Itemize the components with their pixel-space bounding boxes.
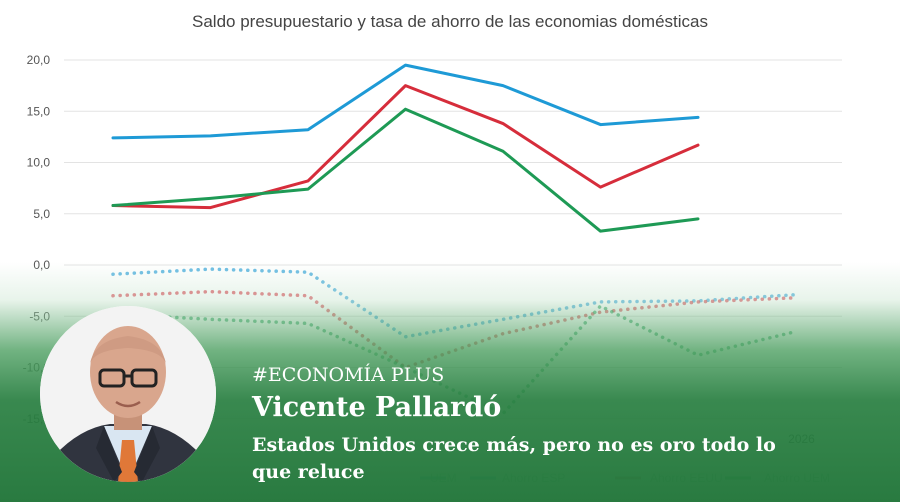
- y-tick-label: 0,0: [33, 258, 50, 272]
- section-tag[interactable]: #ECONOMÍA PLUS: [252, 364, 445, 386]
- article-title[interactable]: Estados Unidos crece más, pero no es oro…: [252, 434, 776, 483]
- author-photo: [40, 306, 216, 482]
- author-name[interactable]: Vicente Pallardó: [252, 392, 502, 423]
- y-tick-label: -5,0: [29, 309, 50, 323]
- series-line-2: [111, 84, 700, 210]
- y-tick-label: 20,0: [27, 53, 51, 67]
- series-line-1: [111, 63, 700, 140]
- y-tick-label: 10,0: [27, 156, 51, 170]
- y-tick-label: 15,0: [27, 104, 51, 118]
- y-tick-label: 5,0: [33, 207, 50, 221]
- series-lines: [111, 63, 798, 416]
- series-line-3: [111, 107, 700, 233]
